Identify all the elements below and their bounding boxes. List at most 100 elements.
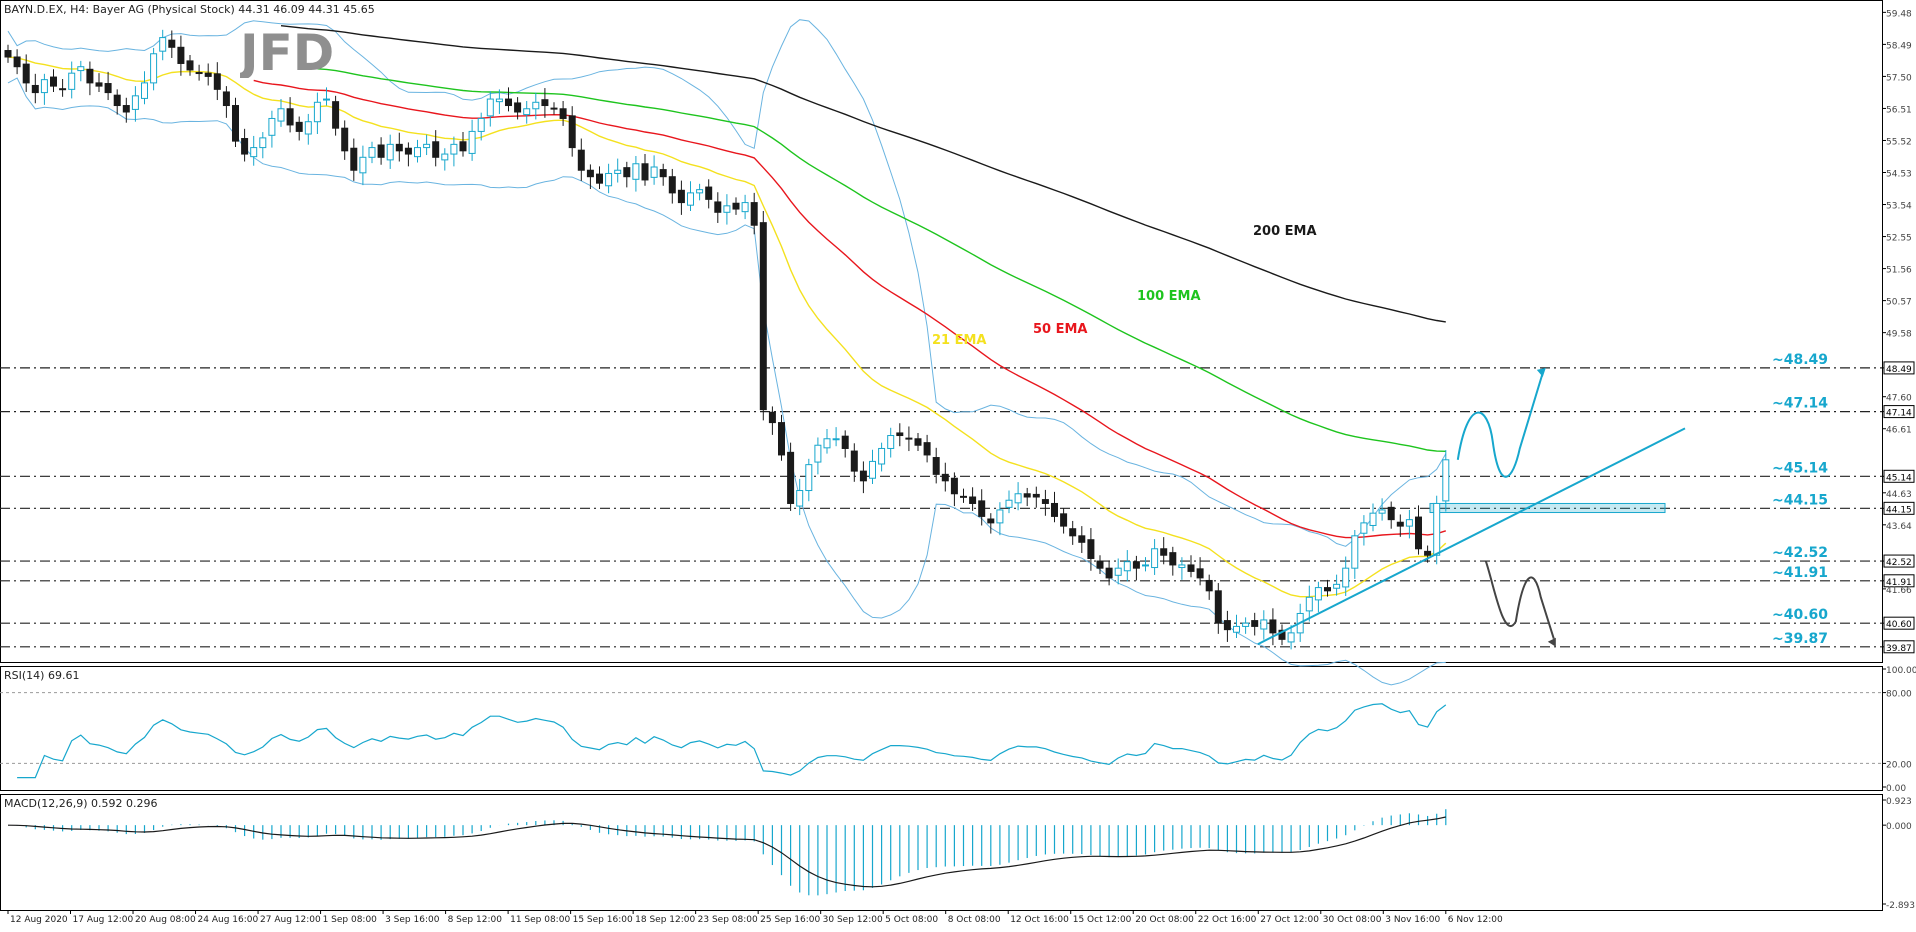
rsi-tick-label: 100.00: [1886, 666, 1916, 676]
level-label: ~47.14: [1772, 396, 1828, 412]
candle-body: [423, 143, 431, 149]
macd-tick-label: 0.923: [1886, 797, 1912, 807]
candle-body: [1233, 625, 1240, 633]
candle-body: [950, 477, 958, 495]
candle-body: [596, 173, 603, 184]
candle-body: [304, 121, 312, 135]
candle-body: [1214, 590, 1222, 624]
candle-body: [996, 509, 1004, 524]
candle-body: [532, 101, 540, 110]
candle-body: [104, 83, 112, 94]
candle-body: [150, 53, 158, 84]
candle-body: [386, 143, 394, 161]
price-tick-label: 43.64: [1886, 522, 1912, 532]
candle-body: [295, 121, 303, 132]
candle-body: [459, 141, 467, 152]
main-pane-frame: [0, 0, 1883, 663]
candle-body: [550, 107, 558, 110]
price-tick-label: 50.57: [1886, 298, 1912, 308]
time-tick-label: 27 Aug 12:00: [260, 915, 321, 925]
candle-body: [1314, 587, 1322, 601]
candle-body: [1378, 509, 1386, 514]
ema21-line: [7, 56, 1447, 598]
candle-body: [195, 72, 203, 75]
price-tick-label: 59.48: [1886, 9, 1912, 19]
candle-body: [768, 411, 776, 424]
candle-body: [1196, 568, 1204, 579]
time-tick-label: 20 Oct 08:00: [1135, 915, 1194, 925]
candle-body: [1205, 579, 1213, 592]
candle-body: [186, 60, 194, 71]
candle-body: [1169, 552, 1177, 566]
candle-body: [259, 137, 267, 149]
candle-body: [4, 50, 12, 58]
candle-body: [1342, 567, 1350, 588]
candle-body: [86, 68, 94, 84]
candle-body: [1105, 567, 1113, 579]
candle-body: [823, 438, 831, 449]
candle-body: [1333, 583, 1341, 589]
candle-body: [659, 169, 667, 178]
candle-body: [1123, 561, 1131, 572]
level-label: ~40.60: [1772, 607, 1828, 623]
candle-body: [213, 73, 221, 90]
price-tag-box: [1883, 554, 1915, 568]
candle-body: [404, 147, 412, 155]
candle-body: [632, 163, 640, 180]
candle-body: [31, 84, 39, 94]
price-tag-box: [1883, 616, 1915, 630]
macd-label: MACD(12,26,9) 0.592 0.296: [4, 797, 158, 810]
resistance-zone: [1429, 502, 1666, 514]
candle-body: [113, 94, 121, 107]
candle-body: [59, 88, 67, 91]
time-tick-label: 17 Aug 12:00: [73, 915, 134, 925]
candle-body: [1078, 535, 1086, 543]
candle-body: [1096, 560, 1104, 569]
candle-body: [450, 143, 458, 155]
candle-body: [13, 56, 21, 68]
candle-body: [677, 189, 685, 204]
time-tick-label: 25 Sep 16:00: [760, 915, 820, 925]
candle-body: [1424, 550, 1432, 556]
jfd-logo: JFD: [240, 26, 334, 78]
time-tick-label: 24 Aug 16:00: [198, 915, 259, 925]
macd-tick-label: 0.000: [1886, 822, 1912, 832]
candle-body: [495, 98, 503, 103]
candle-body: [1405, 519, 1413, 527]
candle-body: [1242, 622, 1250, 627]
candle-body: [1041, 499, 1049, 504]
candle-body: [1415, 516, 1422, 550]
candle-body: [122, 105, 130, 113]
candle-body: [623, 167, 631, 178]
candle-body: [741, 202, 749, 213]
candle-body: [705, 186, 713, 200]
ema100-line: [317, 68, 1446, 452]
time-tick-label: 3 Sep 16:00: [385, 915, 440, 925]
price-tick-label: 49.58: [1886, 330, 1912, 340]
candle-body: [250, 147, 258, 158]
candle-body: [696, 189, 704, 194]
level-label: ~42.52: [1772, 545, 1828, 561]
projection-up-arrowhead: [1536, 367, 1546, 377]
ohlc-values: 44.31 46.09 44.31 45.65: [238, 3, 375, 16]
price-tag-label: 40.60: [1886, 620, 1912, 630]
candle-body: [286, 108, 294, 126]
candle-body: [313, 101, 321, 123]
candle-body: [1187, 564, 1195, 572]
candle-body: [923, 442, 931, 456]
time-tick-label: 15 Sep 16:00: [573, 915, 633, 925]
candle-body: [814, 444, 822, 463]
candle-body: [1305, 596, 1313, 612]
candle-body: [841, 435, 849, 449]
candle-body: [869, 460, 876, 479]
candle-body: [859, 470, 867, 482]
candle-body: [95, 82, 103, 87]
candle-body: [650, 166, 658, 178]
candle-body: [50, 76, 57, 87]
symbol-info: BAYN.D.EX, H4: Bayer AG (Physical Stock)…: [4, 3, 375, 16]
time-tick-label: 6 Nov 12:00: [1448, 915, 1503, 925]
time-tick-label: 5 Oct 08:00: [885, 915, 938, 925]
projection-up-path: [1456, 372, 1544, 478]
candle-body: [177, 46, 185, 64]
